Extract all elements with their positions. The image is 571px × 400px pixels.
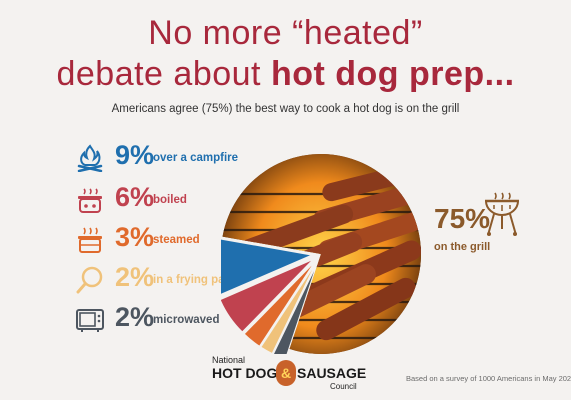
legend-pct-boiled: 6% xyxy=(115,182,155,212)
legend-label-steamed: steamed xyxy=(153,234,200,246)
legend-label-frying-pan: in a frying pan xyxy=(153,274,232,286)
pie-slice-steamed xyxy=(243,260,316,348)
legend-label-campfire: over a campfire xyxy=(153,152,239,164)
page-subtitle: Americans agree (75%) the best way to co… xyxy=(111,103,460,115)
footnote: Based on a survey of 1000 Americans in M… xyxy=(406,374,571,383)
legend-pct-microwave: 2% xyxy=(115,302,155,332)
frying-pan-icon xyxy=(76,266,103,294)
page-title-line-1: No more “heated” xyxy=(148,14,423,52)
logo-ampersand: & xyxy=(276,360,296,386)
logo-national: National xyxy=(212,355,246,365)
microwave-icon xyxy=(76,309,104,332)
legend-pct-campfire: 9% xyxy=(115,140,155,170)
pie-slice-in-a-frying-pan xyxy=(259,261,318,354)
pie-slice-over-a-campfire xyxy=(221,238,315,296)
logo-council: Council xyxy=(330,382,357,391)
campfire-icon xyxy=(77,144,103,172)
page-title-line-2: debate about hot dog prep... xyxy=(0,55,571,94)
steamer-icon xyxy=(78,227,102,253)
legend-item-campfire: 9% over a campfire xyxy=(75,140,275,174)
legend-item-frying-pan: 2% in a frying pan xyxy=(75,262,275,296)
legend-label-microwave: microwaved xyxy=(153,314,220,326)
pot-icon xyxy=(78,188,102,213)
logo-hot-dog: HOT DOG xyxy=(212,365,278,381)
grill-icon xyxy=(484,192,520,236)
legend-item-steamed: 3% steamed xyxy=(75,222,275,256)
pie-chart xyxy=(221,153,421,354)
council-logo: National HOT DOG & SAUSAGE Council xyxy=(210,352,370,392)
legend-pct-frying-pan: 2% xyxy=(115,262,155,292)
page-title-regular: debate about xyxy=(56,55,271,93)
legend-pct-steamed: 3% xyxy=(115,222,155,252)
legend-item-boiled: 6% boiled xyxy=(75,182,275,216)
grill-pct: 75% xyxy=(434,203,491,234)
logo-sausage: SAUSAGE xyxy=(297,365,367,381)
legend-item-microwave: 2% microwaved xyxy=(75,302,275,336)
grill-label: on the grill xyxy=(434,241,491,253)
pie-slice-boiled xyxy=(221,258,315,333)
legend-label-boiled: boiled xyxy=(153,194,187,206)
page-title-bold: hot dog prep... xyxy=(270,55,515,93)
